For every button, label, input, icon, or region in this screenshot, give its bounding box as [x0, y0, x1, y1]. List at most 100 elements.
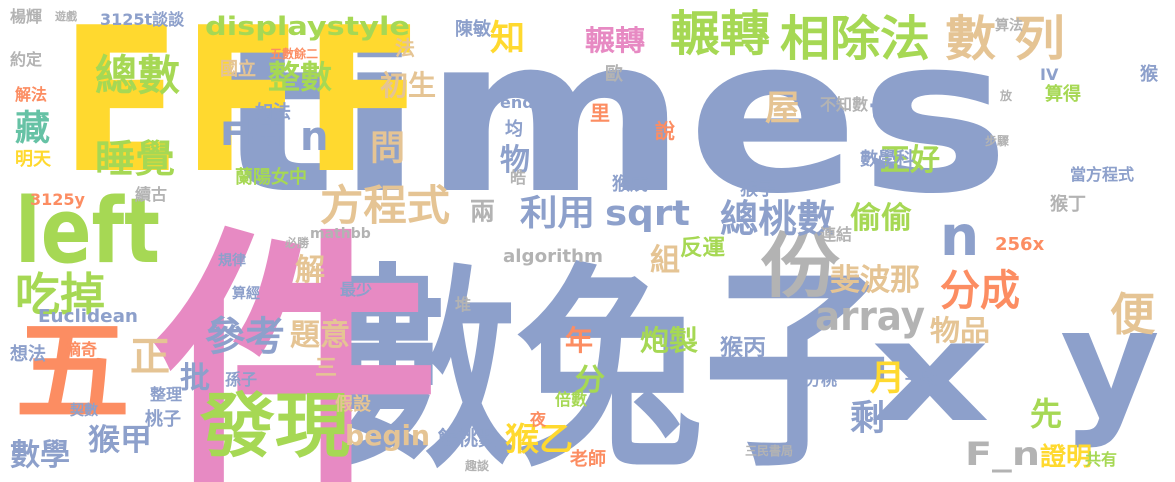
word: 整數 [268, 58, 332, 96]
word: 猴甲 [88, 423, 152, 458]
word: Euclidean [38, 306, 138, 327]
word: 步驟 [985, 133, 1010, 148]
word: 必勝 [284, 235, 310, 250]
word: 算得 [1045, 83, 1081, 105]
word: algorithm [503, 246, 603, 267]
word: IV [1040, 65, 1059, 84]
word: 放 [999, 88, 1013, 103]
word: 最少 [340, 280, 372, 299]
word: 相除法 [780, 11, 930, 67]
word: 正好 [880, 143, 940, 178]
word: 反運 [680, 236, 725, 261]
word: 共有 [1085, 450, 1117, 469]
word: 三民書局 [745, 443, 793, 458]
word: 月 [870, 359, 905, 399]
word: 題意 [290, 318, 350, 353]
word: left [15, 179, 160, 284]
word: 數 列 [945, 11, 1065, 67]
word: 說 [655, 119, 675, 143]
word: 連結 [820, 225, 852, 244]
word: 數兔子 [330, 245, 890, 482]
word: 算經 [232, 285, 260, 302]
word: 分 [575, 363, 605, 398]
word: 3125y [30, 190, 86, 209]
word: 整理 [149, 385, 182, 404]
word: 五數餘二 [270, 46, 318, 61]
word: 偷偷 [850, 201, 912, 236]
word: 五 [15, 308, 130, 436]
word: 正 [130, 334, 170, 380]
word: n [940, 204, 979, 268]
word: 分桃 [805, 370, 837, 389]
word: 夜 [529, 410, 547, 429]
word: 猴戊 [612, 173, 648, 195]
word: times [215, 0, 1010, 241]
word: 藏 [15, 109, 50, 149]
word: 老師 [570, 448, 606, 470]
word: 陳敏 [455, 18, 492, 40]
word: 歐 [605, 63, 623, 85]
word: sqrt [605, 194, 690, 234]
word: 想法 [10, 343, 46, 365]
word: 解 [295, 253, 325, 288]
word: 證明 [1040, 442, 1092, 471]
word: 物品 [930, 314, 990, 347]
word: 先 [1030, 395, 1062, 433]
word: 遊戲 [55, 9, 78, 23]
word: 睡覺 [95, 137, 175, 181]
word: 知 [490, 19, 525, 59]
word: 均 [505, 118, 523, 140]
word: 輾轉 [670, 6, 770, 62]
word: 約定 [10, 50, 42, 69]
word: 算法 [995, 17, 1023, 34]
word: array [815, 294, 925, 340]
word: 問 [370, 129, 405, 169]
word: 三 [315, 356, 337, 381]
word: 吃掉 [15, 268, 105, 321]
word: 一數 [905, 370, 937, 389]
word: 堆 [455, 295, 471, 314]
word: 兩 [470, 197, 495, 226]
word: mathbb [310, 226, 371, 242]
word: x [870, 291, 990, 454]
word: 輾轉 [585, 24, 645, 57]
word: 契數 [69, 402, 98, 419]
word: 倍數 [555, 390, 587, 409]
word: 續古 [135, 185, 167, 204]
word: 猴乙 [505, 420, 573, 458]
word: 批 [180, 361, 210, 396]
word: 總桃數 [720, 197, 835, 241]
word: 當方程式 [1070, 165, 1134, 184]
word: 便 [1110, 288, 1156, 341]
word: 份 [760, 225, 840, 307]
word: 炮製 [640, 324, 698, 357]
word: 斐波那 [830, 263, 920, 298]
word: EFF [60, 0, 425, 218]
word: 數學 [10, 438, 70, 473]
word: 數學科 [860, 148, 914, 170]
word: 年 [565, 324, 593, 357]
word: 如法 [255, 101, 291, 123]
word: 猴丁 [1050, 193, 1086, 215]
word: 解法 [15, 85, 47, 104]
word: 不知數 [820, 95, 868, 114]
word: 法 [395, 36, 415, 60]
word: 利用 [520, 194, 595, 234]
word: 明天 [15, 149, 52, 170]
word: 猴子 [740, 178, 776, 200]
word: displaystyle [205, 12, 410, 42]
word: end [500, 93, 534, 112]
word: 國立 [220, 58, 256, 80]
word: 總數 [95, 51, 180, 100]
word: 猴丙 [720, 336, 766, 361]
word: 皓 [510, 168, 526, 187]
word: 里 [590, 101, 610, 125]
word: 規律 [218, 252, 246, 269]
word: 初生 [380, 69, 436, 102]
word: 組 [650, 243, 680, 278]
word: begin [345, 419, 430, 452]
word: 趣談 [464, 458, 490, 473]
word: 孫子 [225, 370, 257, 389]
